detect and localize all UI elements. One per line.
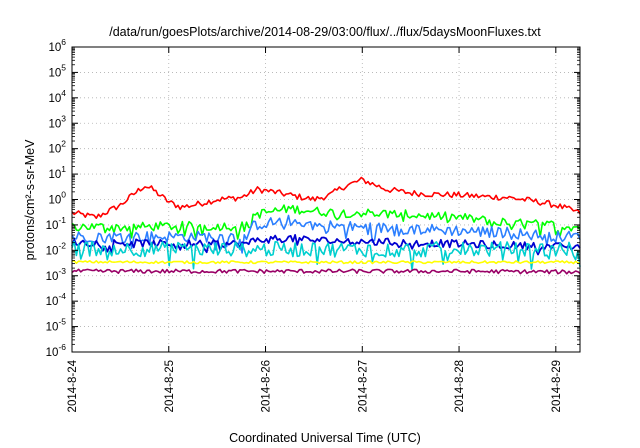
y-tick-label: 106 (48, 37, 66, 54)
y-tick-label: 10-1 (46, 215, 67, 232)
y-tick-label: 103 (48, 113, 66, 130)
y-tick-label: 104 (48, 88, 66, 105)
y-tick-label: 100 (48, 190, 66, 207)
chart-title: /data/run/goesPlots/archive/2014-08-29/0… (109, 25, 541, 39)
y-tick-label: 10-6 (46, 342, 67, 359)
y-tick-label: 10-3 (46, 266, 67, 283)
series-group (71, 176, 581, 275)
x-tick-label: 2014-8-27 (357, 360, 369, 412)
x-axis-label: Coordinated Universal Time (UTC) (229, 431, 421, 445)
x-tick-label: 2014-8-24 (67, 359, 79, 412)
x-tick-label: 2014-8-28 (454, 360, 466, 412)
y-tick-label: 102 (48, 139, 66, 156)
y-tick-label: 10-2 (46, 240, 67, 257)
y-axis-label: protons/cm²-s-sr-MeV (23, 139, 37, 261)
y-tick-label: 105 (48, 62, 66, 79)
series-line-1 (71, 176, 581, 219)
x-tick-label: 2014-8-29 (551, 360, 563, 412)
axes: 10-6 10-5 10-4 10-3 10-2 10-1 100 101 102 103 104 1… (46, 37, 580, 412)
series-line-2 (71, 204, 581, 240)
grid (72, 47, 580, 352)
series-line-6 (71, 259, 581, 265)
series-line-5 (71, 240, 581, 272)
y-tick-label: 101 (48, 164, 66, 181)
y-tick-label: 10-4 (46, 291, 67, 308)
y-tick-label: 10-5 (46, 317, 67, 334)
series-line-3 (71, 214, 581, 254)
series-line-7 (71, 268, 581, 275)
x-tick-label: 2014-8-25 (164, 360, 176, 412)
x-tick-label: 2014-8-26 (261, 360, 273, 412)
